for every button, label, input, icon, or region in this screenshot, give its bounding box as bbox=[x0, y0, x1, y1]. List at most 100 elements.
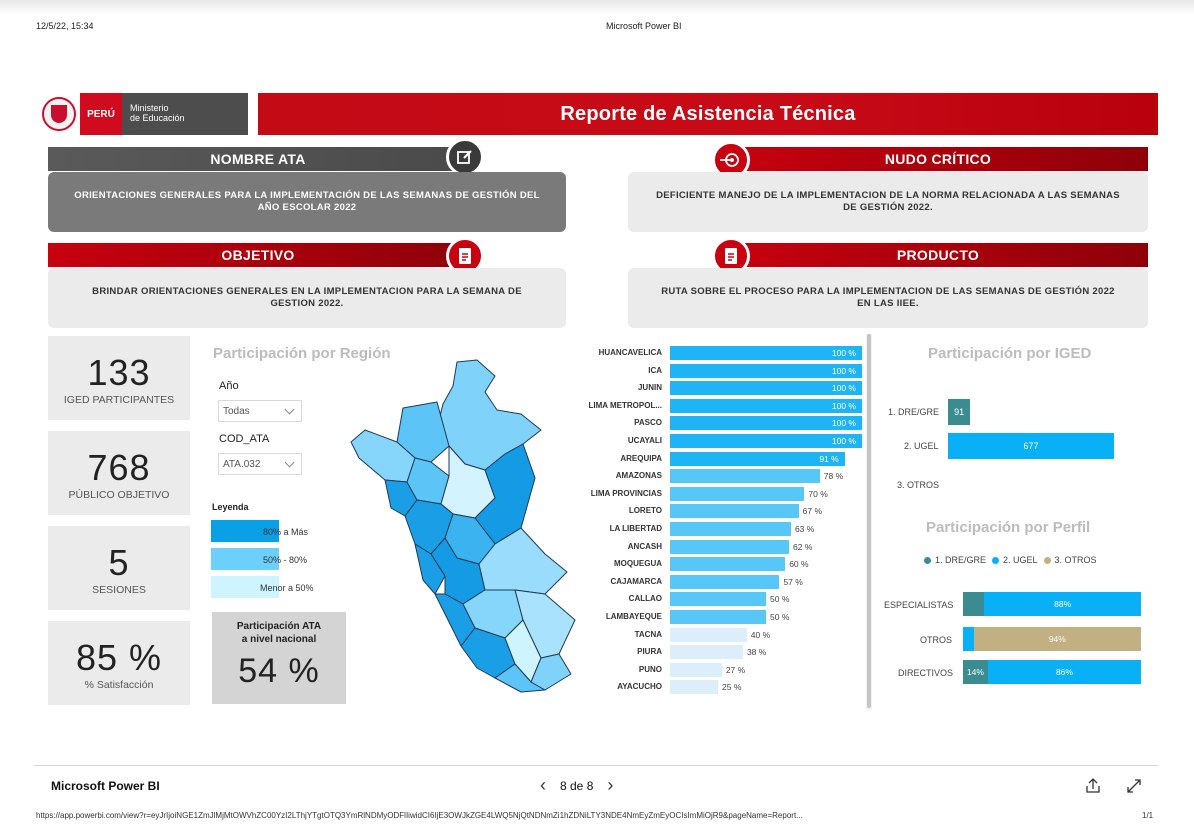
ata-filter-value: ATA.032 bbox=[223, 458, 261, 470]
logo-ministry-line1: Ministerio bbox=[130, 103, 169, 113]
iged-bar-label: 2. UGEL bbox=[904, 441, 939, 451]
kpi-label: SESIONES bbox=[92, 584, 146, 596]
region-bar-label: LIMA PROVINCIAS bbox=[590, 488, 662, 498]
map-legend-title: Leyenda bbox=[212, 502, 249, 512]
chevron-down-icon bbox=[284, 457, 295, 467]
legend-swatch-mid bbox=[211, 548, 279, 570]
region-bar-label: LA LIBERTAD bbox=[609, 524, 662, 533]
region-bar bbox=[670, 557, 786, 572]
logo-ministry: Ministerio de Educación bbox=[122, 93, 248, 135]
region-bar-label: ICA bbox=[648, 365, 662, 375]
region-bar-value: 70 % bbox=[808, 488, 828, 499]
perfil-bar-label: DIRECTIVOS bbox=[898, 668, 954, 678]
iged-chart-title: Participación por IGED bbox=[928, 345, 1092, 362]
iged-bar: 677 bbox=[948, 433, 1114, 459]
perfil-bar-segment: 88% bbox=[984, 592, 1141, 616]
region-bar-value: 25 % bbox=[722, 682, 742, 693]
kpi-value: 768 bbox=[87, 447, 151, 488]
region-bar-value: 78 % bbox=[823, 471, 844, 482]
region-bar-label: AMAZONAS bbox=[615, 471, 662, 481]
legend-dot-dre bbox=[924, 556, 931, 564]
region-bar-value: 57 % bbox=[783, 576, 803, 587]
region-bar bbox=[670, 451, 845, 466]
region-bar-value: 91 % bbox=[819, 453, 839, 464]
print-app-title: Microsoft Power BI bbox=[606, 21, 682, 31]
legend-swatch-high bbox=[211, 520, 279, 542]
region-bar-label: PUNO bbox=[638, 664, 662, 674]
legend-label-mid: 50% - 80% bbox=[263, 555, 308, 565]
region-scrollbar-thumb[interactable] bbox=[867, 334, 871, 708]
year-filter-label: Año bbox=[219, 380, 239, 392]
perfil-bar-label: OTROS bbox=[920, 635, 953, 645]
region-bar-label: CAJAMARCA bbox=[610, 576, 662, 586]
peru-region-map[interactable] bbox=[345, 358, 585, 694]
prev-page-button[interactable]: ‹ bbox=[540, 775, 546, 795]
region-bar bbox=[670, 574, 780, 589]
region-bar bbox=[670, 363, 862, 378]
region-bar-label: CALLAO bbox=[628, 594, 662, 604]
nudo-critico-text: DEFICIENTE MANEJO DE LA IMPLEMENTACION D… bbox=[628, 172, 1148, 232]
region-bar-value: 100 % bbox=[831, 400, 856, 411]
perfil-bar-segment: 86% bbox=[987, 660, 1141, 684]
region-bar bbox=[670, 398, 862, 413]
producto-text: RUTA SOBRE EL PROCESO PARA LA IMPLEMENTA… bbox=[628, 268, 1148, 328]
legend-dot-ugel bbox=[992, 556, 1000, 564]
kpi-satisfaccion: 85 % % Satisfacción bbox=[48, 621, 190, 705]
region-bar bbox=[670, 504, 799, 519]
kpi-publico: 768 PÚBLICO OBJETIVO bbox=[48, 431, 190, 515]
region-bar bbox=[670, 662, 722, 677]
region-bar bbox=[670, 434, 862, 448]
ata-filter-dropdown[interactable]: ATA.032 bbox=[218, 453, 302, 475]
national-title-line2: a nivel nacional bbox=[241, 634, 317, 645]
region-bar-value: 63 % bbox=[794, 524, 815, 534]
region-bar-value: 38 % bbox=[746, 647, 767, 658]
region-bar-value: 100 % bbox=[831, 418, 856, 429]
share-button[interactable] bbox=[1084, 778, 1102, 799]
legend-label-dre: 1. DRE/GRE bbox=[935, 555, 987, 565]
peru-seal-icon bbox=[42, 97, 76, 131]
map-region bbox=[414, 543, 446, 595]
region-bar bbox=[670, 592, 766, 607]
region-bar-value: 100 % bbox=[831, 436, 856, 446]
expand-icon bbox=[1127, 779, 1141, 793]
kpi-label: PÚBLICO OBJETIVO bbox=[68, 489, 170, 501]
kpi-value: 5 bbox=[108, 542, 130, 583]
legend-label-ugel: 2. UGEL bbox=[1003, 555, 1038, 565]
logo-ministry-line2: de Educación bbox=[130, 113, 185, 123]
region-bar-label: PIURA bbox=[637, 647, 662, 657]
year-filter-dropdown[interactable]: Todas bbox=[218, 400, 302, 422]
perfil-bar-label: ESPECIALISTAS bbox=[884, 600, 954, 610]
region-bar-value: 62 % bbox=[793, 541, 813, 552]
region-bar-label: MOQUEGUA bbox=[614, 559, 662, 569]
region-bar-label: JUNIN bbox=[637, 383, 662, 393]
producto-header: PRODUCTO bbox=[728, 243, 1148, 267]
print-page-count: 1/1 bbox=[1142, 811, 1154, 820]
map-region bbox=[530, 653, 572, 691]
region-bar-label: LAMBAYEQUE bbox=[605, 612, 662, 621]
year-filter-value: Todas bbox=[223, 405, 250, 417]
objetivo-header: OBJETIVO bbox=[48, 243, 468, 267]
kpi-value: 133 bbox=[87, 352, 151, 393]
kpi-sesiones: 5 SESIONES bbox=[48, 526, 190, 610]
print-datetime: 12/5/22, 15:34 bbox=[36, 21, 94, 31]
nudo-critico-header: NUDO CRÍTICO bbox=[728, 147, 1148, 171]
next-page-button[interactable]: › bbox=[607, 775, 614, 795]
region-bar-label: HUANCAVELICA bbox=[598, 348, 662, 357]
footer-brand: Microsoft Power BI bbox=[51, 779, 160, 793]
region-bar bbox=[670, 627, 747, 642]
kpi-iged: 133 IGED PARTICIPANTES bbox=[48, 336, 190, 420]
objetivo-text: BRINDAR ORIENTACIONES GENERALES EN LA IM… bbox=[48, 268, 566, 328]
region-bar bbox=[670, 346, 862, 360]
kpi-value: 85 % bbox=[75, 637, 163, 678]
region-bar bbox=[670, 381, 862, 396]
perfil-legend: 1. DRE/GRE 2. UGEL 3. OTROS bbox=[924, 555, 1097, 565]
fullscreen-button[interactable] bbox=[1126, 778, 1142, 799]
print-header-bg bbox=[0, 0, 1194, 14]
region-bar-value: 50 % bbox=[770, 594, 790, 605]
region-bar-value: 100 % bbox=[831, 365, 856, 376]
legend-label-otros: 3. OTROS bbox=[1054, 555, 1097, 565]
region-bar bbox=[670, 522, 791, 536]
region-bar-label: AYACUCHO bbox=[617, 682, 662, 692]
minedu-logo: PERÚ Ministerio de Educación bbox=[42, 93, 248, 135]
region-bar-label: AREQUIPA bbox=[620, 453, 662, 463]
